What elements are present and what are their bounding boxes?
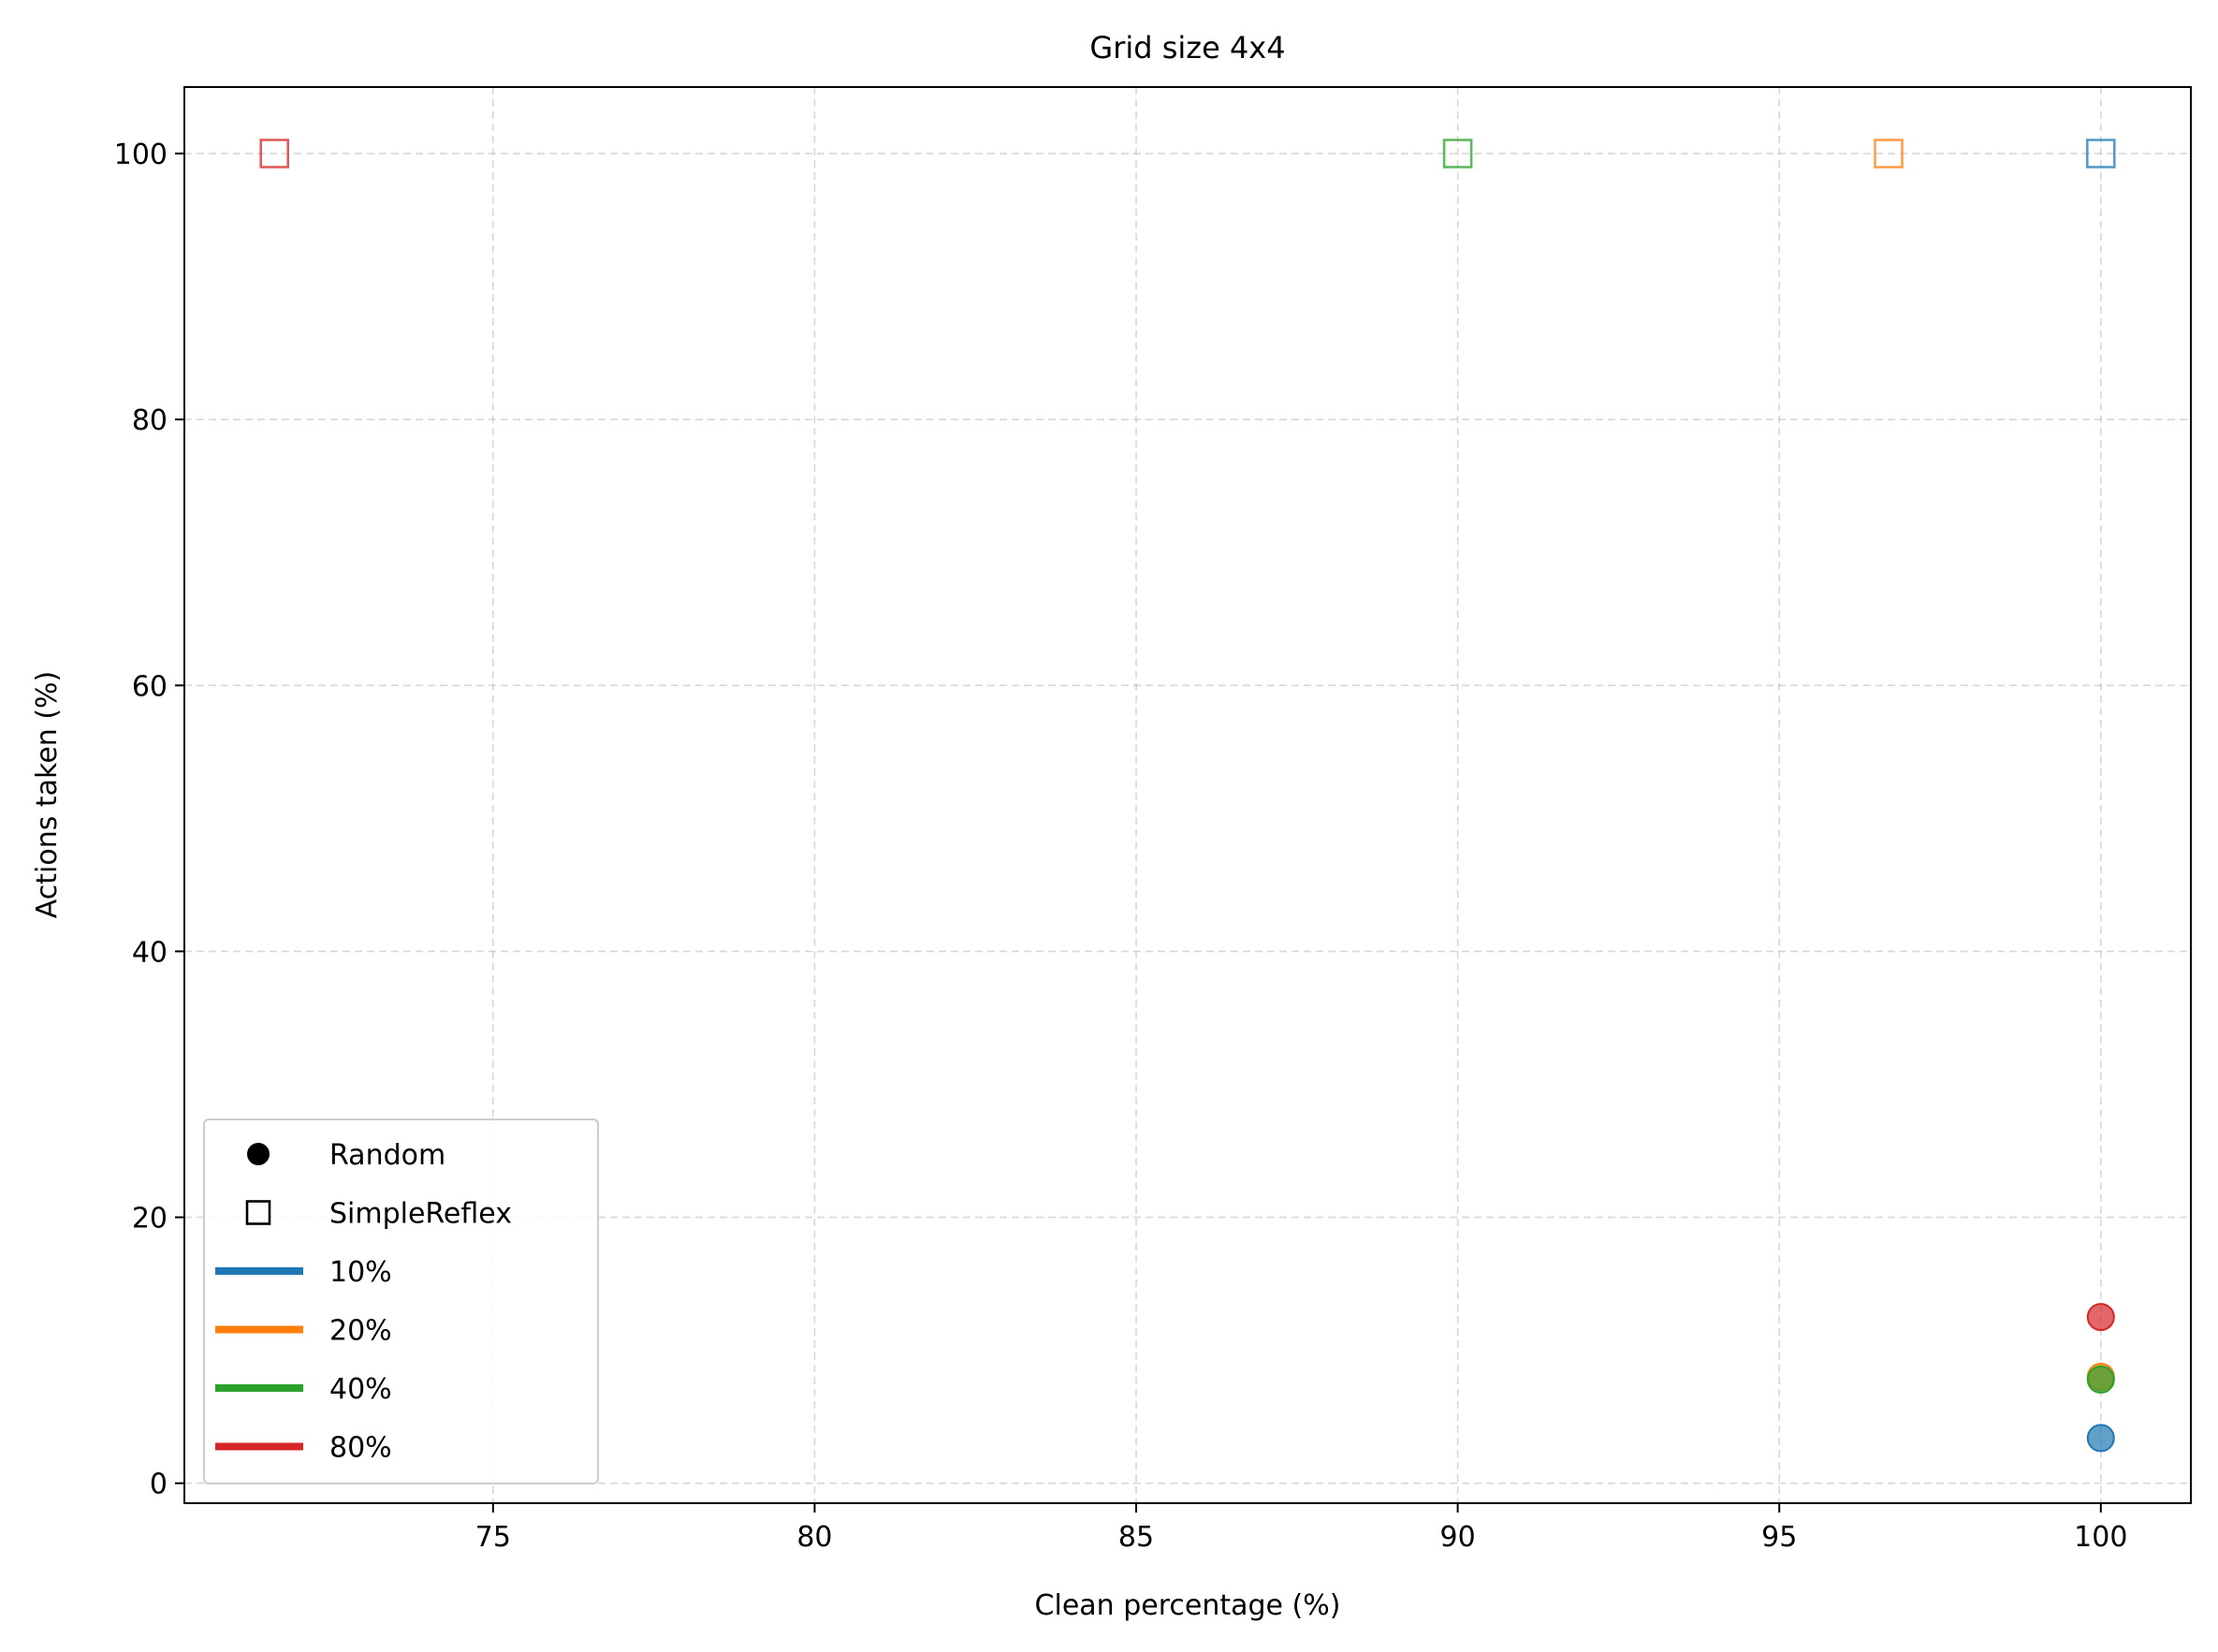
x-tick-label: 100: [2074, 1521, 2127, 1554]
y-axis-ticks: 0 20 40 60 80 100: [114, 139, 184, 1501]
legend: Random SimpleReflex 10% 20% 40% 80%: [203, 1118, 599, 1484]
legend-box: [203, 1118, 599, 1484]
data-point-simplereflex-80pct: [259, 139, 290, 168]
legend-label: 80%: [329, 1432, 392, 1465]
plot-frame: [183, 86, 2192, 1504]
y-tick-label: 100: [114, 139, 168, 171]
legend-label: 10%: [329, 1256, 392, 1289]
legend-label: Random: [329, 1139, 445, 1172]
data-point-simplereflex-10pct: [2085, 139, 2116, 168]
y-tick-label: 0: [150, 1469, 168, 1501]
legend-label: 20%: [329, 1315, 392, 1348]
data-point-random-40pct: [2086, 1365, 2115, 1394]
legend-marker-circle: [247, 1143, 270, 1165]
legend-label: SimpleReflex: [329, 1198, 512, 1231]
y-tick-label: 20: [132, 1203, 168, 1235]
data-point-simplereflex-40pct: [1442, 139, 1473, 168]
x-axis-ticks: 75 80 85 90 95 100: [475, 1503, 2127, 1554]
y-tick-label: 80: [132, 404, 168, 437]
legend-label: 40%: [329, 1373, 392, 1406]
x-tick-label: 85: [1118, 1521, 1154, 1554]
x-tick-label: 95: [1761, 1521, 1797, 1554]
chart-title: Grid size 4x4: [1089, 30, 1285, 66]
legend-marker-square: [245, 1200, 271, 1225]
y-axis-label: Actions taken (%): [31, 671, 64, 919]
x-axis-label: Clean percentage (%): [1035, 1589, 1341, 1622]
y-tick-label: 40: [132, 936, 168, 969]
data-points: [259, 139, 2116, 1453]
data-point-simplereflex-20pct: [1874, 139, 1904, 168]
x-tick-label: 75: [475, 1521, 511, 1554]
data-point-random-80pct: [2086, 1303, 2115, 1332]
x-tick-label: 80: [796, 1521, 832, 1554]
y-tick-label: 60: [132, 670, 168, 703]
x-tick-label: 90: [1440, 1521, 1476, 1554]
data-point-random-10pct: [2086, 1424, 2115, 1453]
